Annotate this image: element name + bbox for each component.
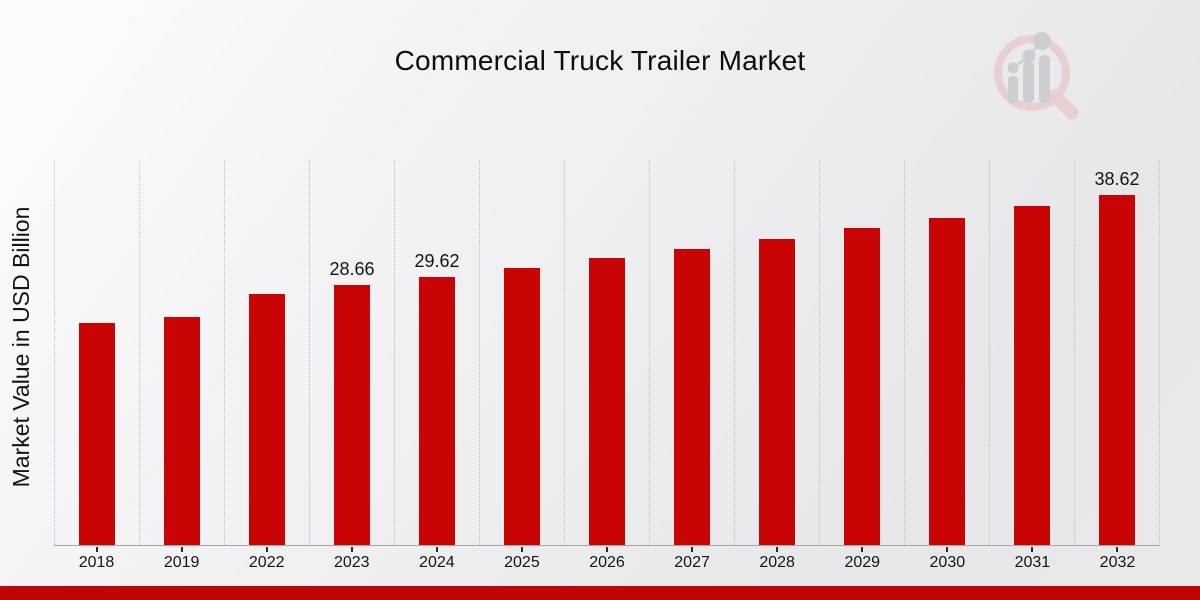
category-slot-2030 bbox=[905, 160, 990, 552]
x-axis-tick-2032 bbox=[1116, 547, 1118, 552]
bar-value-label-2024: 29.62 bbox=[414, 251, 460, 271]
bar-2031 bbox=[1014, 206, 1050, 545]
magnifier-ring bbox=[994, 35, 1070, 111]
bar-value-label-2032: 38.62 bbox=[1094, 169, 1140, 189]
category-slot-2026 bbox=[565, 160, 650, 552]
x-tick-label-2022: 2022 bbox=[248, 554, 285, 571]
logo-dot bbox=[1033, 32, 1051, 50]
category-slot-2025 bbox=[480, 160, 565, 552]
x-axis-tick-2030 bbox=[946, 547, 948, 552]
category-slot-2019 bbox=[140, 160, 225, 552]
category-slot-2024: 29.62 bbox=[395, 160, 480, 552]
x-tick-label-2029: 2029 bbox=[844, 554, 881, 571]
bar-2025 bbox=[504, 268, 540, 545]
bar-2028 bbox=[759, 239, 795, 545]
bar-value-label-2023: 28.66 bbox=[329, 259, 375, 279]
x-axis-tick-2019 bbox=[181, 547, 183, 552]
x-axis-tick-2025 bbox=[521, 547, 523, 552]
bar-2030 bbox=[929, 218, 965, 545]
x-axis-tick-2022 bbox=[266, 547, 268, 552]
x-axis-tick-2029 bbox=[861, 547, 863, 552]
bar-2027 bbox=[674, 249, 710, 545]
x-tick-label-2028: 2028 bbox=[759, 554, 795, 571]
bottom-accent-strip bbox=[0, 586, 1200, 600]
category-slot-2023: 28.66 bbox=[310, 160, 395, 552]
x-tick-label-2018: 2018 bbox=[78, 554, 115, 571]
logo-bar bbox=[1008, 76, 1018, 103]
category-slot-2029 bbox=[820, 160, 905, 552]
x-axis-tick-2018 bbox=[96, 547, 98, 552]
magnifier-handle bbox=[1048, 89, 1079, 120]
x-tick-label-2023: 2023 bbox=[333, 554, 370, 571]
x-tick-label-2030: 2030 bbox=[929, 554, 966, 571]
x-axis-labels: 2018 2019 2022 2023 2024 2025 2026 2027 2028 2029… bbox=[54, 554, 1160, 576]
bar-2018 bbox=[79, 323, 115, 545]
logo-dot bbox=[1022, 49, 1036, 63]
chart-title: Commercial Truck Trailer Market bbox=[394, 45, 806, 76]
x-tick-label-2026: 2026 bbox=[589, 554, 625, 571]
category-slot-2032: 38.62 bbox=[1075, 160, 1160, 552]
market-research-future-logo-icon bbox=[994, 32, 1079, 120]
logo-dot bbox=[1007, 62, 1019, 74]
x-tick-label-2024: 2024 bbox=[419, 554, 455, 571]
x-axis-tick-2031 bbox=[1031, 547, 1033, 552]
category-slot-2022 bbox=[225, 160, 310, 552]
category-slot-2027 bbox=[650, 160, 735, 552]
plot-area: 28.66 29.62 38.62 bbox=[54, 160, 1160, 552]
logo-bar bbox=[1039, 55, 1050, 103]
bar-2029 bbox=[844, 228, 880, 545]
x-axis-tick-2028 bbox=[776, 547, 778, 552]
bar-2023 bbox=[334, 285, 370, 545]
x-tick-label-2032: 2032 bbox=[1099, 554, 1136, 571]
x-tick-label-2027: 2027 bbox=[674, 554, 710, 571]
category-slot-2018 bbox=[54, 160, 140, 552]
x-tick-label-2031: 2031 bbox=[1014, 554, 1051, 571]
x-axis-tick-2023 bbox=[351, 547, 353, 552]
bar-2024 bbox=[419, 277, 455, 545]
bar-2032 bbox=[1099, 195, 1135, 545]
x-axis-tick-2026 bbox=[606, 547, 608, 552]
x-axis-tick-2024 bbox=[436, 547, 438, 552]
y-axis-label: Market Value in USD Billion bbox=[8, 206, 34, 488]
x-tick-label-2025: 2025 bbox=[504, 554, 540, 571]
bar-2022 bbox=[249, 294, 285, 545]
bar-2019 bbox=[164, 317, 200, 545]
logo-bar bbox=[1023, 61, 1034, 103]
category-slot-2028 bbox=[735, 160, 820, 552]
bar-2026 bbox=[589, 258, 625, 545]
x-axis-tick-2027 bbox=[691, 547, 693, 552]
category-slot-2031 bbox=[990, 160, 1075, 552]
x-tick-label-2019: 2019 bbox=[163, 554, 200, 571]
